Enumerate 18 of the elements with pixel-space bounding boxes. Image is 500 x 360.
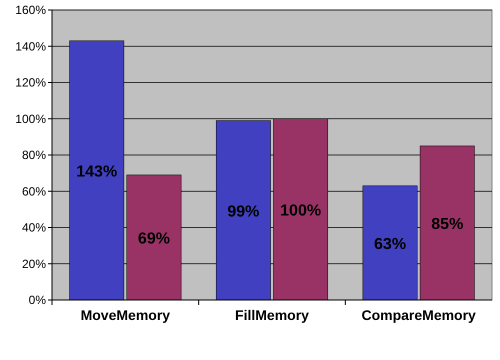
- data-label: 143%: [76, 163, 118, 180]
- data-label: 100%: [280, 202, 322, 220]
- y-tick-label: 160%: [15, 3, 46, 17]
- x-tick-label: MoveMemory: [80, 307, 170, 323]
- data-label: 99%: [227, 203, 260, 220]
- data-label: 85%: [431, 216, 464, 233]
- y-tick-label: 0%: [28, 293, 46, 307]
- y-tick-label: 140%: [15, 39, 46, 54]
- x-tick-label: CompareMemory: [361, 307, 476, 323]
- y-tick-label: 60%: [22, 184, 46, 198]
- data-label: 69%: [138, 230, 170, 248]
- y-tick-label: 120%: [15, 76, 46, 90]
- y-tick-label: 20%: [22, 256, 46, 271]
- y-tick-label: 40%: [22, 220, 46, 234]
- y-tick-label: 80%: [22, 148, 46, 162]
- x-tick-label: FillMemory: [235, 307, 310, 323]
- data-label: 63%: [374, 236, 406, 253]
- y-tick-label: 100%: [15, 112, 46, 126]
